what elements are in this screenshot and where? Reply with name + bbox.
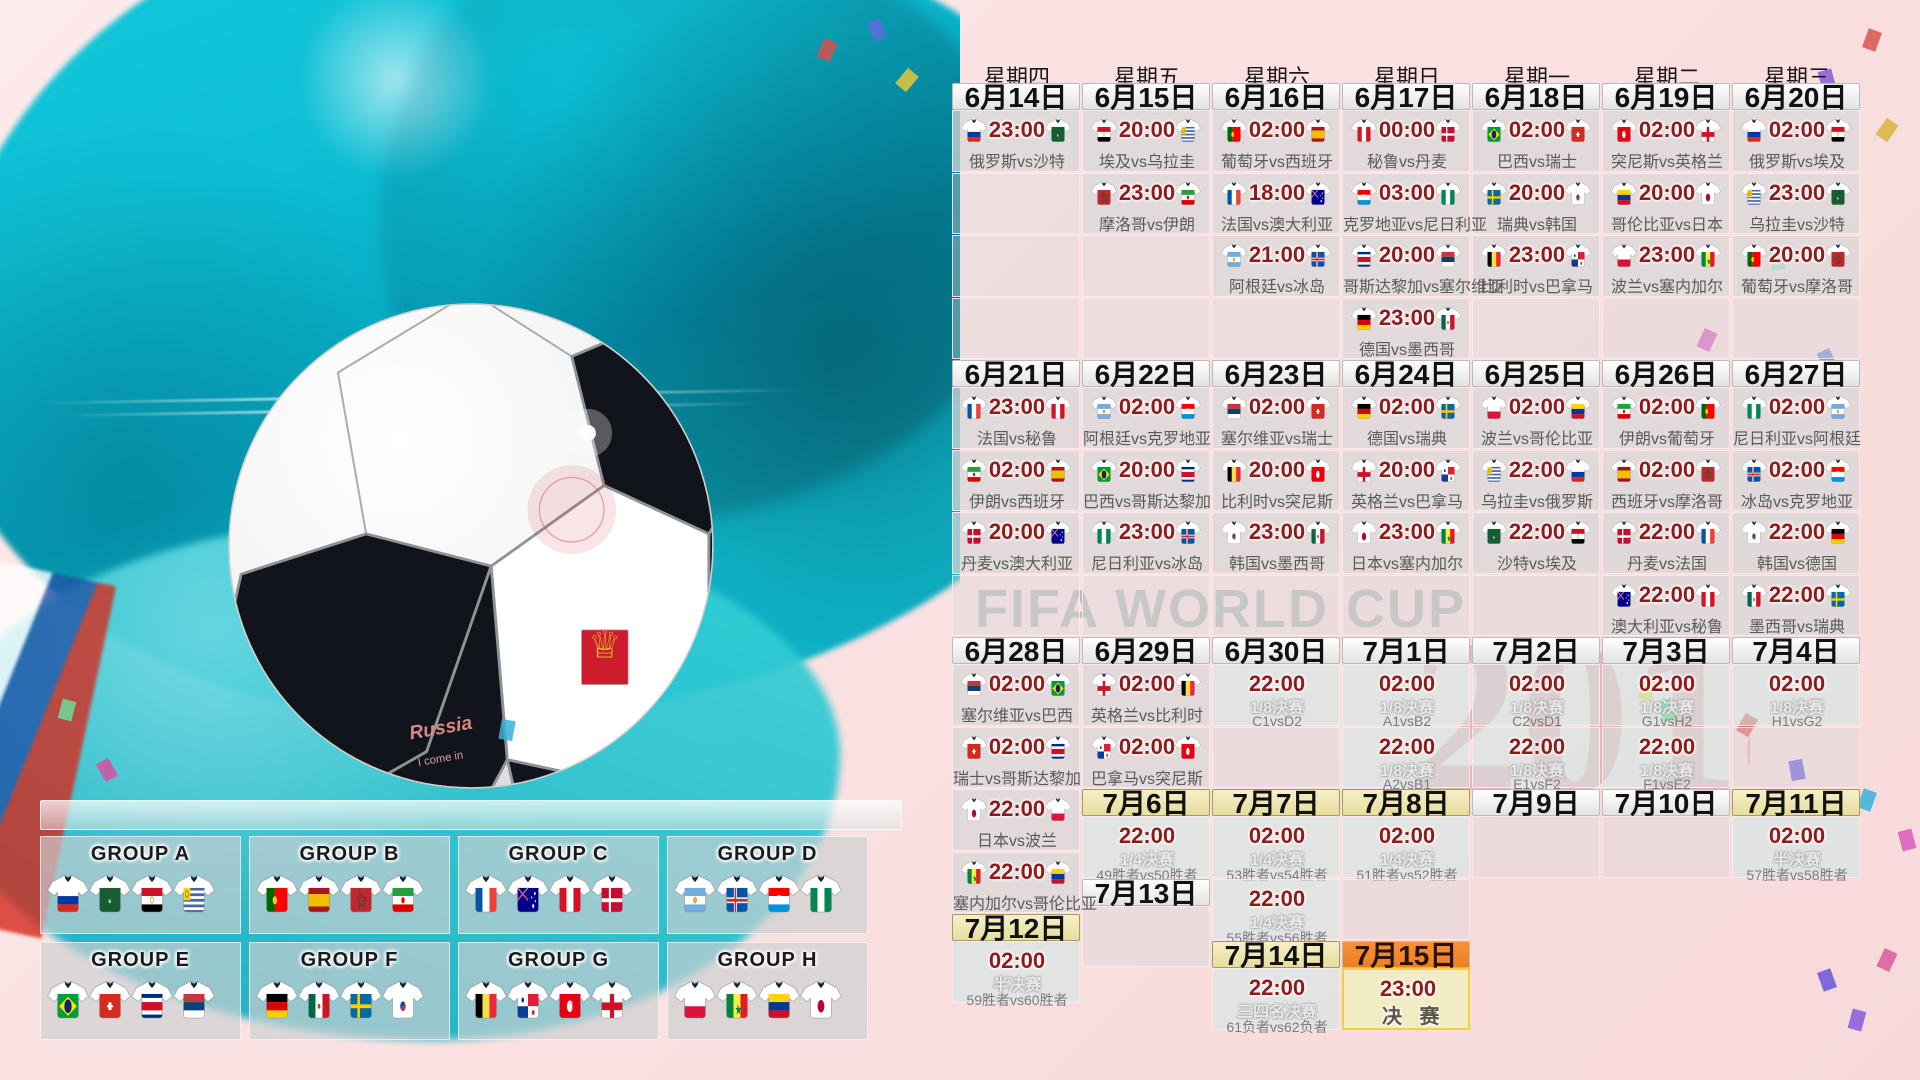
svg-text:☯: ☯ [1057, 133, 1059, 138]
svg-text:☯: ☯ [108, 898, 111, 905]
svg-text:♕: ♕ [588, 623, 621, 665]
svg-text:☯: ☯ [1837, 195, 1839, 200]
